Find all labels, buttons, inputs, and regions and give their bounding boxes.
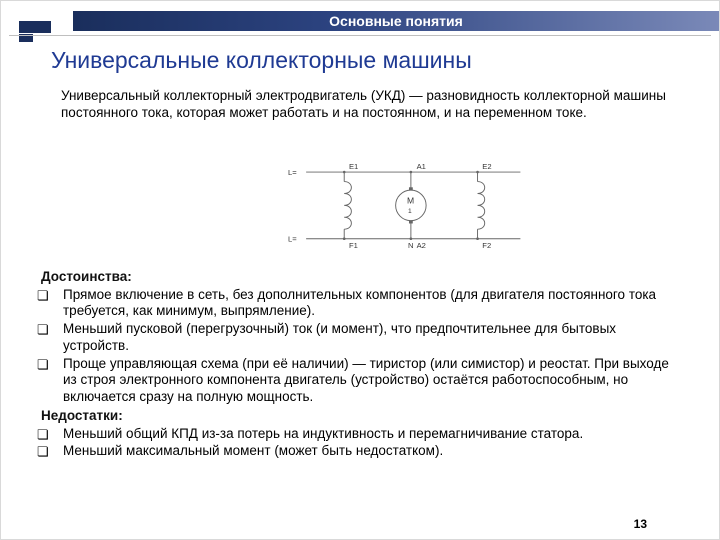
list-item: Проще управляющая схема (при её наличии)…	[33, 356, 679, 406]
page-title: Универсальные коллекторные машины	[51, 47, 472, 74]
list-item: Прямое включение в сеть, без дополнитель…	[33, 287, 679, 320]
horizontal-rule	[9, 35, 711, 36]
list-item: Меньший пусковой (перегрузочный) ток (и …	[33, 321, 679, 354]
circuit-diagram: L= L= N E1 F1 E2 F2 M 1 A1 A2	[276, 153, 541, 253]
lists-block: Достоинства: Прямое включение в сеть, бе…	[33, 267, 679, 462]
decor-square-2	[43, 21, 51, 33]
banner-title: Основные понятия	[329, 11, 463, 31]
decor-square-1	[19, 21, 43, 33]
svg-text:E2: E2	[482, 162, 491, 171]
intro-paragraph: Универсальный коллекторный электродвигат…	[61, 87, 669, 122]
svg-text:F2: F2	[482, 241, 491, 250]
slide-root: Основные понятия Универсальные коллектор…	[0, 0, 720, 540]
svg-text:E1: E1	[349, 162, 358, 171]
list-item: Меньший общий КПД из-за потерь на индукт…	[33, 426, 679, 443]
page-number: 13	[634, 517, 647, 531]
svg-text:L=: L=	[288, 235, 297, 244]
list-item: Меньший максимальный момент (может быть …	[33, 443, 679, 460]
svg-text:L=: L=	[288, 168, 297, 177]
advantages-list: Прямое включение в сеть, без дополнитель…	[33, 287, 679, 406]
svg-text:1: 1	[408, 208, 412, 215]
banner-bar: Основные понятия	[73, 11, 719, 31]
svg-text:N: N	[408, 241, 414, 250]
disadvantages-list: Меньший общий КПД из-за потерь на индукт…	[33, 426, 679, 460]
svg-text:M: M	[407, 195, 414, 205]
svg-text:A2: A2	[417, 241, 426, 250]
disadvantages-heading: Недостатки:	[41, 408, 679, 425]
advantages-heading: Достоинства:	[41, 269, 679, 286]
svg-text:A1: A1	[417, 162, 426, 171]
svg-text:F1: F1	[349, 241, 358, 250]
